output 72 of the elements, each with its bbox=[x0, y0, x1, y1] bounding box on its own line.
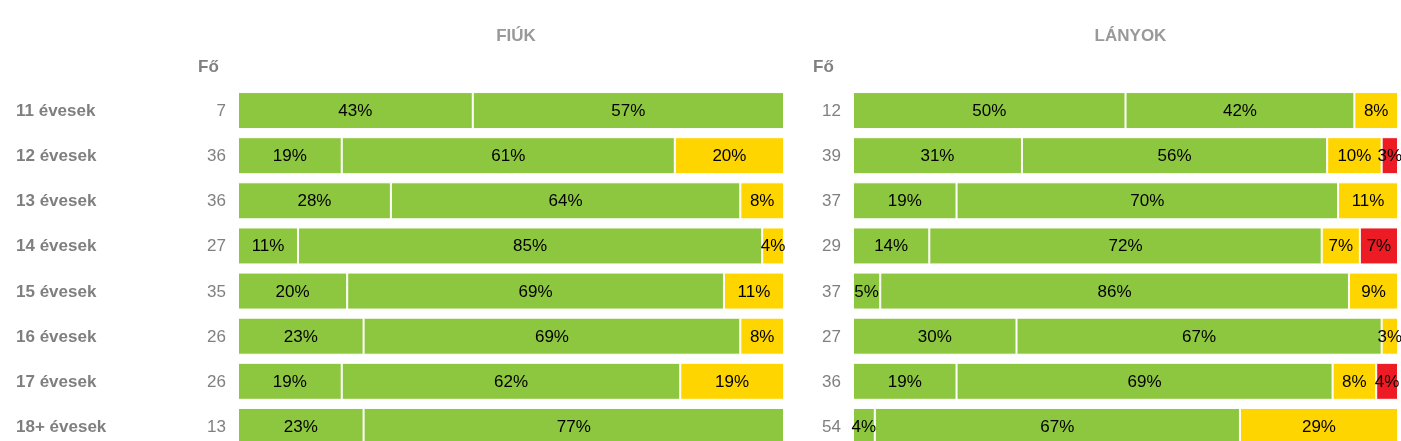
data-label: 19% bbox=[887, 191, 922, 211]
y-tick-label: 12 évesek bbox=[16, 146, 97, 166]
data-label: 30% bbox=[917, 326, 952, 346]
y-tick-label: 11 évesek bbox=[16, 101, 96, 121]
data-label: 86% bbox=[1097, 281, 1132, 301]
data-label: 20% bbox=[712, 146, 747, 166]
data-label: 67% bbox=[1182, 326, 1217, 346]
y-tick-label: 18+ évesek bbox=[16, 416, 107, 436]
y2-tick-label: 26 bbox=[207, 326, 226, 346]
data-label: 11% bbox=[1351, 191, 1385, 211]
data-label: 8% bbox=[1363, 101, 1389, 121]
y2-tick-label: 54 bbox=[822, 416, 841, 436]
data-label: 19% bbox=[272, 146, 307, 166]
y-tick-label: 17 évesek bbox=[16, 371, 97, 391]
y2-axis-title: Fő bbox=[813, 57, 834, 76]
y2-tick-label: 37 bbox=[822, 281, 841, 301]
data-label: 57% bbox=[611, 101, 646, 121]
y2-tick-label: 39 bbox=[822, 146, 841, 166]
data-label: 62% bbox=[493, 371, 529, 391]
y2-tick-label: 27 bbox=[207, 236, 226, 256]
data-label: 77% bbox=[556, 416, 591, 436]
y-tick-label: 15 évesek bbox=[16, 281, 97, 301]
data-label: 19% bbox=[715, 371, 750, 391]
data-label: 69% bbox=[518, 281, 553, 301]
data-label: 29% bbox=[1301, 416, 1336, 436]
y-tick-label: 16 évesek bbox=[16, 326, 97, 346]
y2-tick-label: 26 bbox=[207, 371, 226, 391]
data-label: 19% bbox=[272, 371, 307, 391]
data-label: 10% bbox=[1337, 146, 1372, 166]
y2-tick-label: 36 bbox=[207, 191, 226, 211]
data-label: 8% bbox=[749, 191, 775, 211]
y2-tick-label: 37 bbox=[822, 191, 841, 211]
data-label: 72% bbox=[1108, 236, 1143, 256]
y-tick-label: 14 évesek bbox=[16, 236, 97, 256]
data-label: 69% bbox=[534, 326, 569, 346]
data-label: 42% bbox=[1222, 101, 1257, 121]
data-label: 23% bbox=[283, 326, 318, 346]
y2-tick-label: 13 bbox=[207, 416, 226, 436]
data-label: 28% bbox=[297, 191, 332, 211]
data-label: 69% bbox=[1127, 371, 1162, 391]
data-label: 8% bbox=[749, 326, 775, 346]
data-label: 43% bbox=[338, 101, 373, 121]
y2-tick-label: 35 bbox=[207, 281, 226, 301]
data-label: 8% bbox=[1342, 371, 1367, 391]
data-label: 31% bbox=[920, 146, 955, 166]
chart-title: LÁNYOK bbox=[1094, 26, 1168, 45]
data-label: 9% bbox=[1361, 281, 1386, 301]
y-tick-label: 13 évesek bbox=[16, 191, 97, 211]
chart-title: FIÚK bbox=[496, 26, 537, 45]
data-label: 50% bbox=[972, 101, 1007, 121]
data-label: 61% bbox=[491, 146, 526, 166]
data-label: 19% bbox=[887, 371, 922, 391]
y2-tick-label: 27 bbox=[822, 326, 841, 346]
data-label: 23% bbox=[283, 416, 318, 436]
data-label: 11% bbox=[737, 281, 771, 301]
data-label: 85% bbox=[513, 236, 548, 256]
data-label: 67% bbox=[1040, 416, 1075, 436]
y2-tick-label: 36 bbox=[822, 371, 841, 391]
y2-tick-label: 7 bbox=[216, 101, 226, 121]
y2-axis-title: Fő bbox=[198, 57, 219, 76]
data-label: 7% bbox=[1328, 236, 1354, 256]
y2-tick-label: 29 bbox=[822, 236, 841, 256]
data-label: 7% bbox=[1366, 236, 1392, 256]
data-label: 20% bbox=[275, 281, 310, 301]
data-label: 11% bbox=[251, 236, 285, 256]
y2-tick-label: 12 bbox=[822, 101, 841, 121]
data-label: 14% bbox=[874, 236, 909, 256]
data-label: 70% bbox=[1130, 191, 1165, 211]
data-label: 56% bbox=[1157, 146, 1192, 166]
data-label: 64% bbox=[548, 191, 583, 211]
y2-tick-label: 36 bbox=[207, 146, 226, 166]
data-label: 5% bbox=[854, 281, 879, 301]
